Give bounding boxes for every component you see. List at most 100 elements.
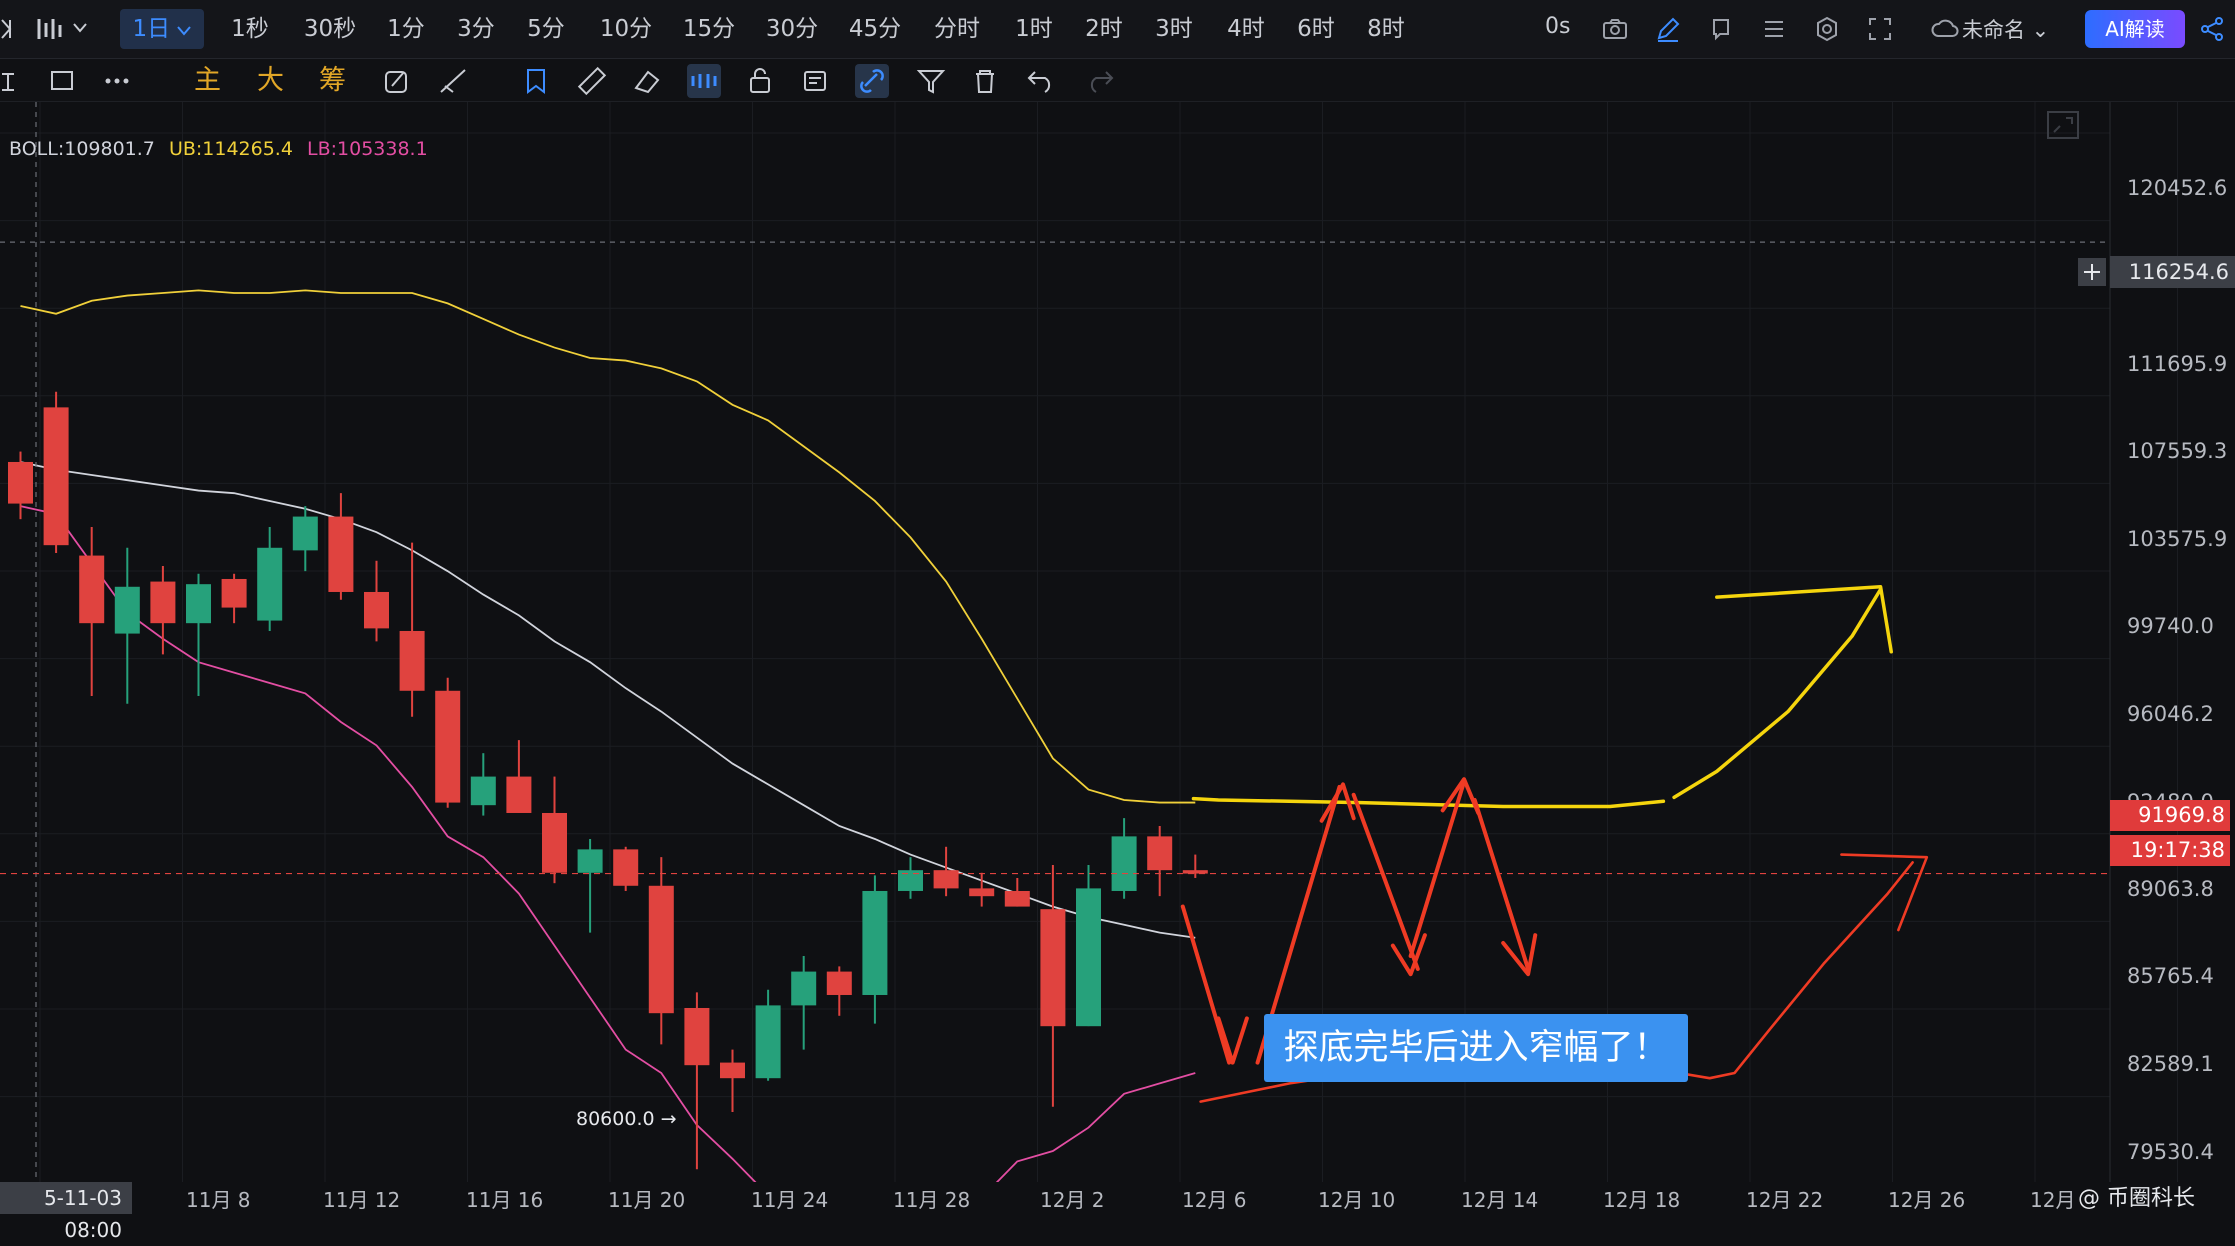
boll-upper-line (20, 289, 1196, 804)
yellow-arrowhead (1715, 585, 1893, 654)
candle-body (43, 407, 69, 546)
red-arrowhead (1840, 853, 1929, 932)
maximize-pane-icon[interactable] (2046, 110, 2080, 140)
fullscreen-icon[interactable] (1865, 14, 1895, 44)
ai-interpret-button[interactable]: AI解读 (2085, 10, 2185, 48)
layout-name[interactable]: 未命名 ⌄ (1962, 18, 2050, 42)
rectangle-tool-icon[interactable] (46, 64, 80, 98)
price-label: 99740.0 (2127, 614, 2214, 638)
candle-body (1076, 888, 1101, 1027)
interval-45m[interactable]: 45分 (848, 16, 902, 42)
red-arrowhead (1501, 933, 1538, 977)
price-label: 107559.3 (2127, 439, 2228, 463)
list-icon[interactable] (1759, 14, 1789, 44)
candlestick-chart[interactable] (0, 102, 2235, 1182)
interval-3h[interactable]: 3时 (1155, 16, 1193, 42)
date-label: 11月 16 (466, 1188, 544, 1212)
candle-body (186, 584, 211, 624)
interval-10m[interactable]: 10分 (599, 16, 653, 42)
date-label: 12月 22 (1746, 1188, 1824, 1212)
interval-8h[interactable]: 8时 (1367, 16, 1405, 42)
bookmark-tool-icon[interactable] (520, 64, 554, 98)
interval-30m[interactable]: 30分 (765, 16, 819, 42)
red-down-arrow (1351, 792, 1420, 971)
boll-lower-line (20, 505, 1196, 1182)
candle-body (826, 971, 852, 995)
date-label: 12月 26 (1888, 1188, 1966, 1212)
chevron-down-icon[interactable] (72, 22, 88, 34)
candle-body (542, 812, 567, 873)
candle-body (506, 776, 532, 813)
interval-3m[interactable]: 3分 (457, 16, 495, 42)
indicator-chips[interactable]: 筹 (319, 65, 346, 96)
chart-type-icon[interactable] (34, 15, 64, 43)
more-icon[interactable] (100, 64, 134, 98)
red-up-arrow (1408, 779, 1467, 958)
template-icon[interactable] (799, 64, 833, 98)
date-label: 11月 24 (751, 1188, 829, 1212)
undo-icon[interactable] (1025, 64, 1059, 98)
ruler-icon[interactable] (575, 64, 609, 98)
candle-body (364, 591, 389, 629)
seconds-toggle[interactable]: 0s (1545, 14, 1571, 39)
camera-icon[interactable] (1600, 14, 1630, 44)
candle-body (150, 581, 176, 624)
candle-body (221, 578, 247, 608)
yellow-breakout-arrow (1672, 587, 1883, 800)
interval-5m[interactable]: 5分 (527, 16, 565, 42)
interval-15m[interactable]: 15分 (682, 16, 736, 42)
share-icon[interactable] (2197, 14, 2227, 44)
date-label: 11月 28 (893, 1188, 971, 1212)
interval-6h[interactable]: 6时 (1297, 16, 1335, 42)
link-icon[interactable] (855, 64, 889, 98)
interval-30s[interactable]: 30秒 (303, 16, 357, 42)
red-arrowhead (1390, 933, 1427, 977)
interval-1m[interactable]: 1分 (387, 16, 425, 42)
date-label: 11月 20 (608, 1188, 686, 1212)
indicator-large[interactable]: 大 (257, 65, 284, 96)
interval-1h[interactable]: 1时 (1015, 16, 1053, 42)
candle-body (292, 516, 318, 551)
magnet-icon[interactable] (687, 64, 721, 98)
menu-icon[interactable] (0, 16, 18, 42)
date-label: 11月 12 (323, 1188, 401, 1212)
crosshair-tool-icon[interactable] (0, 64, 34, 98)
price-label: 82589.1 (2127, 1052, 2214, 1076)
candle-body (435, 690, 461, 803)
candle-body (114, 586, 140, 634)
gear-icon[interactable] (1812, 14, 1842, 44)
indicator-main[interactable]: 主 (194, 65, 221, 96)
candle-body (684, 1007, 710, 1066)
interval-2h[interactable]: 2时 (1085, 16, 1123, 42)
interval-timeline[interactable]: 分时 (934, 16, 980, 42)
candle-body (648, 885, 674, 1014)
pencil-icon[interactable] (1653, 14, 1683, 44)
add-alert-icon[interactable] (2078, 258, 2106, 286)
interval-1s[interactable]: 1秒 (231, 16, 269, 42)
candle-body (1004, 890, 1030, 907)
redo-icon[interactable] (1082, 64, 1116, 98)
red-arrowhead (1216, 1016, 1249, 1065)
interval-4h[interactable]: 4时 (1227, 16, 1265, 42)
lock-icon[interactable] (743, 64, 777, 98)
crosshair-date-label: 5-11-03 08:00 (0, 1182, 132, 1242)
filter-icon[interactable] (914, 64, 948, 98)
candle-body (1182, 870, 1208, 874)
replay-icon[interactable] (1706, 14, 1736, 44)
candle-body (470, 776, 496, 806)
price-label: 79530.4 (2127, 1140, 2214, 1164)
price-label: 111695.9 (2127, 352, 2228, 376)
drawing-toolbar (0, 59, 2235, 102)
crosshair-price-label: 116254.6 (2110, 256, 2235, 288)
interval-1d[interactable]: 1日 (120, 9, 204, 49)
candle-body (755, 1005, 781, 1079)
indicator-edit-icon[interactable] (380, 64, 414, 98)
note-callout[interactable]: 探底完毕后进入窄幅了！ (1264, 1014, 1688, 1082)
candle-body (791, 971, 817, 1006)
eraser-icon[interactable] (630, 64, 664, 98)
price-label: 103575.9 (2127, 527, 2228, 551)
red-down-arrow (1180, 904, 1232, 1065)
red-arrowhead (1319, 782, 1356, 823)
trash-icon[interactable] (968, 64, 1002, 98)
trendline-tool-icon[interactable] (437, 64, 471, 98)
